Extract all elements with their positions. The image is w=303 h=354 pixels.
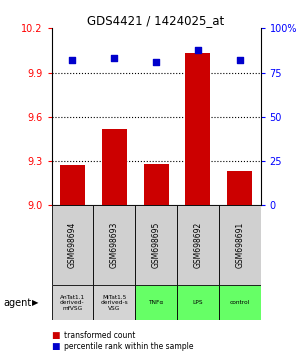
Text: percentile rank within the sample: percentile rank within the sample <box>64 342 193 352</box>
Bar <box>52 285 93 320</box>
Bar <box>52 205 93 285</box>
Point <box>195 47 200 52</box>
Text: AnTat1.1
derived-
mfVSG: AnTat1.1 derived- mfVSG <box>60 295 85 310</box>
Text: transformed count: transformed count <box>64 331 135 340</box>
Bar <box>102 129 127 205</box>
Bar <box>177 285 219 320</box>
Bar <box>60 166 85 205</box>
Text: ■: ■ <box>52 331 60 340</box>
Title: GDS4421 / 1424025_at: GDS4421 / 1424025_at <box>88 14 225 27</box>
Point <box>154 59 158 65</box>
Text: GSM698693: GSM698693 <box>110 222 119 268</box>
Text: agent: agent <box>3 298 31 308</box>
Point <box>237 57 242 63</box>
Bar <box>93 285 135 320</box>
Bar <box>144 164 168 205</box>
Point <box>70 57 75 63</box>
Bar <box>185 53 210 205</box>
Text: LPS: LPS <box>192 300 203 305</box>
Bar <box>227 171 252 205</box>
Bar <box>135 205 177 285</box>
Text: ■: ■ <box>52 342 60 352</box>
Text: GSM698692: GSM698692 <box>193 222 202 268</box>
Text: GSM698694: GSM698694 <box>68 222 77 268</box>
Bar <box>135 285 177 320</box>
Bar <box>219 205 261 285</box>
Point <box>112 56 117 61</box>
Bar <box>177 205 219 285</box>
Text: MiTat1.5
derived-s
VSG: MiTat1.5 derived-s VSG <box>100 295 128 310</box>
Text: control: control <box>230 300 250 305</box>
Text: TNFα: TNFα <box>148 300 164 305</box>
Bar <box>93 205 135 285</box>
Text: ▶: ▶ <box>32 298 38 307</box>
Bar <box>219 285 261 320</box>
Text: GSM698691: GSM698691 <box>235 222 244 268</box>
Text: GSM698695: GSM698695 <box>152 222 161 268</box>
